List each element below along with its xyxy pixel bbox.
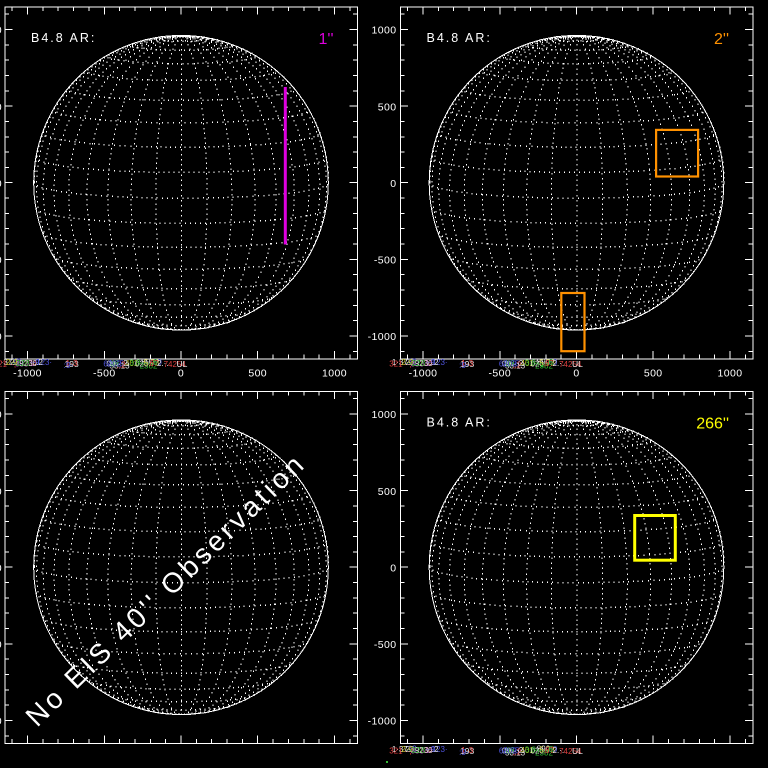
svg-text:1000: 1000 bbox=[322, 368, 347, 380]
svg-text:500: 500 bbox=[0, 486, 2, 498]
svg-text:266'': 266'' bbox=[696, 416, 729, 433]
svg-text:2'': 2'' bbox=[714, 31, 729, 48]
svg-text:500: 500 bbox=[378, 486, 397, 498]
svg-text:-500: -500 bbox=[93, 368, 116, 380]
svg-text:-1000: -1000 bbox=[0, 716, 2, 728]
svg-text:-500: -500 bbox=[488, 368, 511, 380]
svg-text:500: 500 bbox=[0, 101, 2, 113]
svg-text:0: 0 bbox=[178, 368, 184, 380]
svg-text:B4.8 AR:: B4.8 AR: bbox=[427, 31, 492, 45]
svg-text:0: 0 bbox=[0, 178, 2, 190]
svg-text:0: 0 bbox=[573, 368, 579, 380]
svg-text:1000: 1000 bbox=[372, 409, 397, 421]
svg-text:-500: -500 bbox=[0, 639, 2, 651]
svg-text:-1000: -1000 bbox=[13, 368, 42, 380]
svg-text:0: 0 bbox=[0, 563, 2, 575]
svg-text:1000: 1000 bbox=[372, 25, 397, 37]
svg-text:500: 500 bbox=[248, 368, 267, 380]
svg-text:-1000: -1000 bbox=[368, 716, 397, 728]
svg-text:-500: -500 bbox=[0, 255, 2, 267]
svg-text:-500: -500 bbox=[374, 639, 397, 651]
svg-text:B4.8 AR:: B4.8 AR: bbox=[31, 31, 96, 45]
svg-text:1'': 1'' bbox=[318, 31, 333, 48]
svg-text:1000: 1000 bbox=[0, 409, 2, 421]
svg-text:-500: -500 bbox=[374, 255, 397, 267]
svg-text:1000: 1000 bbox=[718, 368, 743, 380]
svg-text:0: 0 bbox=[390, 563, 396, 575]
svg-text:500: 500 bbox=[644, 368, 663, 380]
svg-text:B4.8 AR:: B4.8 AR: bbox=[427, 416, 492, 430]
svg-text:-1000: -1000 bbox=[409, 368, 438, 380]
svg-text:1000: 1000 bbox=[0, 25, 2, 37]
svg-text:-1000: -1000 bbox=[368, 331, 397, 343]
svg-text:-1000: -1000 bbox=[0, 331, 2, 343]
svg-text:0: 0 bbox=[390, 178, 396, 190]
svg-text:500: 500 bbox=[378, 101, 397, 113]
